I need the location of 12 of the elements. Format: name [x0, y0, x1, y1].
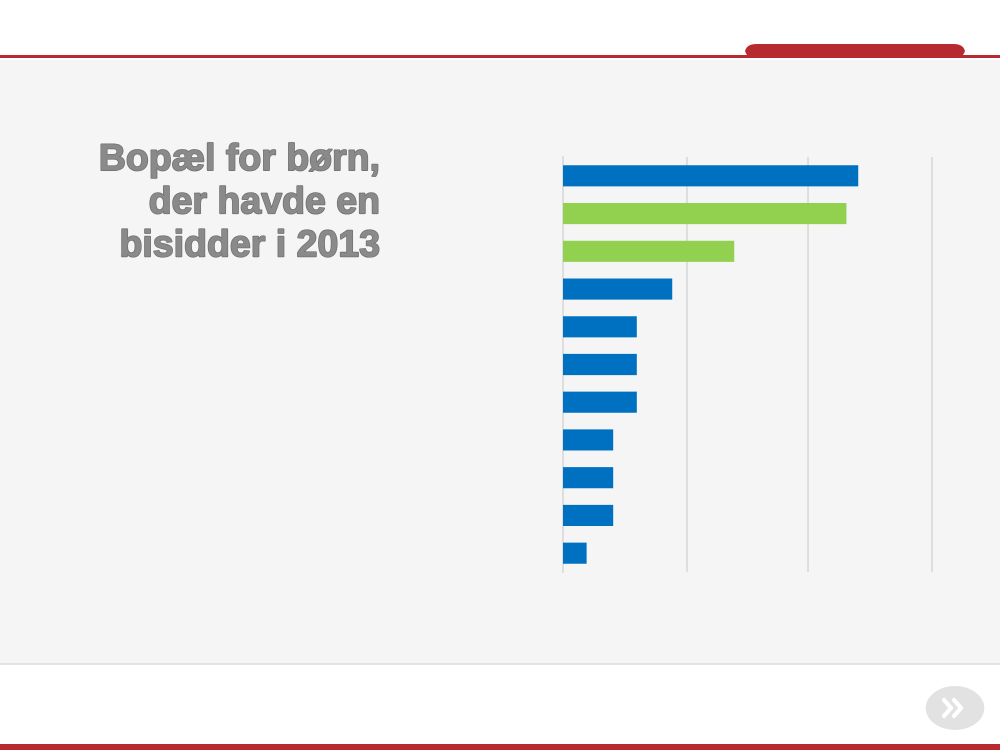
bar: [563, 165, 858, 186]
bar: [563, 392, 637, 413]
bar: [563, 278, 672, 300]
bar: [563, 542, 587, 564]
bar: [563, 429, 614, 451]
bar: [563, 504, 614, 526]
text: Bopæl for børn, der havde en bisidder i 2013: [101, 143, 379, 257]
bar: [563, 316, 637, 338]
bar: [563, 354, 637, 376]
bar: [563, 240, 734, 262]
bar: [563, 203, 846, 224]
bar: [563, 467, 614, 488]
